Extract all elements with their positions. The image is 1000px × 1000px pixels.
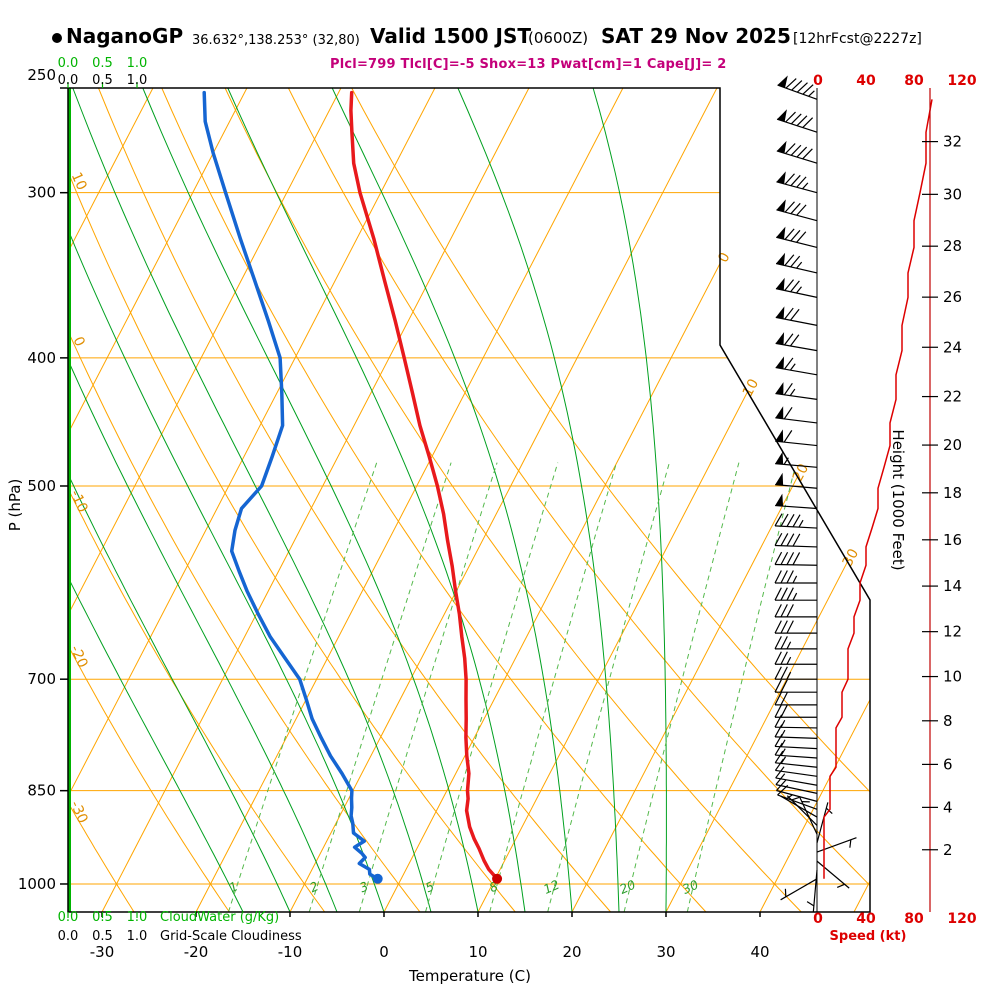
surface-temperature-dot (492, 873, 503, 884)
svg-text:0: 0 (813, 911, 823, 927)
svg-text:Temperature (C): Temperature (C) (408, 967, 531, 985)
svg-text:30: 30 (840, 546, 862, 569)
svg-text:0.5: 0.5 (92, 56, 113, 71)
wind-barbs (774, 75, 857, 912)
svg-text:18: 18 (943, 484, 962, 502)
svg-text:120: 120 (947, 73, 976, 89)
svg-text:0: 0 (70, 334, 88, 349)
svg-text:20: 20 (790, 461, 812, 484)
svg-text:1.0: 1.0 (127, 910, 148, 925)
forecast-lead-label: [12hrFcst@2227z] (793, 31, 922, 47)
svg-text:CloudWater (g/Kg): CloudWater (g/Kg) (160, 910, 279, 925)
svg-text:0: 0 (379, 943, 389, 961)
svg-text:3: 3 (357, 878, 370, 895)
svg-text:0: 0 (813, 73, 823, 89)
cloud-scales: 0.0 0.0 0.5 0.5 1.0 1.0 0.0 0.0 0.5 0.5 1.0 1.0 Clou… (58, 56, 302, 944)
svg-text:20: 20 (617, 877, 638, 897)
svg-text:5: 5 (423, 878, 436, 895)
svg-text:80: 80 (904, 73, 924, 89)
svg-text:0: 0 (715, 250, 733, 265)
dewpoint-curve (202, 90, 380, 881)
svg-text:850: 850 (27, 782, 56, 800)
svg-text:10: 10 (68, 170, 90, 193)
svg-text:30: 30 (656, 943, 675, 961)
valid-time-label: Valid 1500 JST (370, 24, 531, 48)
svg-text:80: 80 (904, 911, 924, 927)
svg-text:0.5: 0.5 (92, 910, 113, 925)
valid-date-label: SAT 29 Nov 2025 (601, 24, 791, 48)
svg-text:22: 22 (943, 388, 962, 406)
svg-text:250: 250 (27, 66, 56, 84)
svg-text:30: 30 (943, 185, 962, 203)
svg-text:40: 40 (856, 73, 876, 89)
svg-text:20: 20 (943, 436, 962, 454)
station-bullet-icon (52, 33, 62, 43)
wind-speed-curve (823, 99, 933, 879)
svg-text:700: 700 (27, 670, 56, 688)
svg-text:1000: 1000 (18, 875, 56, 893)
svg-text:12: 12 (943, 623, 962, 641)
svg-text:Height (1000 Feet): Height (1000 Feet) (889, 429, 907, 570)
station-coordinates: 36.632°,138.253° (32,80) (192, 33, 360, 48)
svg-text:1: 1 (227, 878, 240, 895)
svg-text:P (hPa): P (hPa) (6, 479, 24, 532)
svg-text:300: 300 (27, 184, 56, 202)
svg-text:0.0: 0.0 (58, 73, 79, 88)
derived-parameters: Plcl=799 Tlcl[C]=-5 Shox=13 Pwat[cm]=1 C… (330, 57, 727, 72)
svg-text:0.0: 0.0 (58, 929, 79, 944)
svg-text:400: 400 (27, 349, 56, 367)
svg-text:12: 12 (541, 877, 562, 897)
svg-text:Grid-Scale Cloudiness: Grid-Scale Cloudiness (160, 929, 302, 944)
svg-text:0.5: 0.5 (92, 929, 113, 944)
svg-text:8: 8 (943, 712, 953, 730)
svg-text:500: 500 (27, 477, 56, 495)
temperature-curve (349, 90, 499, 881)
svg-text:1.0: 1.0 (127, 56, 148, 71)
speed-axis: 0 0 40 40 80 80 120 120 Speed (kt) (813, 73, 977, 944)
svg-text:-10: -10 (278, 943, 303, 961)
svg-text:20: 20 (562, 943, 581, 961)
svg-text:40: 40 (750, 943, 769, 961)
svg-text:32: 32 (943, 133, 962, 151)
grid-lines (68, 88, 870, 912)
svg-text:6: 6 (943, 755, 953, 773)
svg-text:2: 2 (943, 841, 953, 859)
svg-text:10: 10 (943, 668, 962, 686)
svg-text:24: 24 (943, 338, 962, 356)
svg-text:-30: -30 (90, 943, 115, 961)
valid-utc-label: (0600Z) (528, 29, 589, 47)
svg-text:-20: -20 (184, 943, 209, 961)
svg-text:1.0: 1.0 (127, 73, 148, 88)
svg-text:0.0: 0.0 (58, 56, 79, 71)
svg-text:2: 2 (307, 878, 320, 895)
svg-text:1.0: 1.0 (127, 929, 148, 944)
svg-text:10: 10 (468, 943, 487, 961)
svg-text:30: 30 (680, 877, 701, 897)
surface-dewpoint-dot (372, 873, 383, 884)
station-name: NaganoGP (66, 24, 184, 48)
svg-text:120: 120 (947, 911, 976, 927)
svg-text:10: 10 (740, 376, 762, 399)
svg-text:40: 40 (856, 911, 876, 927)
svg-text:14: 14 (943, 577, 962, 595)
svg-text:26: 26 (943, 288, 962, 306)
svg-text:Speed (kt): Speed (kt) (830, 929, 907, 944)
svg-text:4: 4 (943, 798, 953, 816)
svg-text:28: 28 (943, 237, 962, 255)
svg-text:0.5: 0.5 (92, 73, 113, 88)
svg-text:16: 16 (943, 531, 962, 549)
svg-text:0.0: 0.0 (58, 910, 79, 925)
